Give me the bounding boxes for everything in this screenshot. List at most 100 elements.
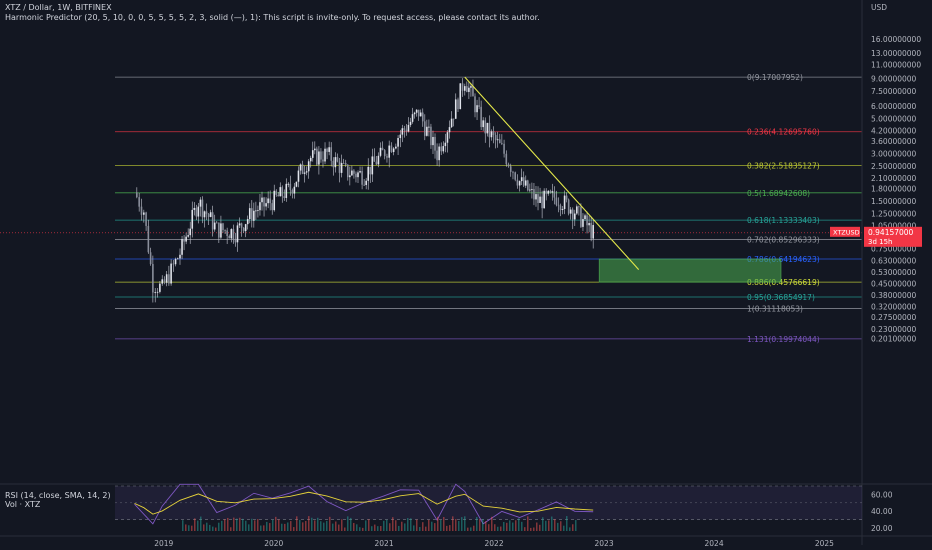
- volume-bar: [524, 527, 526, 531]
- volume-bar: [479, 519, 481, 531]
- volume-bar: [497, 526, 499, 531]
- candle-body: [365, 180, 367, 185]
- price-tick-label: 1.25000000: [871, 209, 917, 218]
- candle-body: [498, 139, 501, 144]
- candle-body: [543, 190, 545, 209]
- volume-bar: [335, 521, 337, 531]
- candle-body: [561, 208, 564, 210]
- volume-bar: [314, 520, 316, 531]
- candle-body: [438, 146, 440, 161]
- candle-body: [242, 227, 245, 232]
- volume-bar: [542, 517, 544, 531]
- candle-body: [207, 214, 210, 217]
- volume-bar: [254, 520, 256, 531]
- rsi-legend[interactable]: RSI (14, close, SMA, 14, 2): [5, 491, 111, 500]
- volume-bar: [539, 524, 541, 531]
- candle-body: [363, 184, 365, 186]
- volume-legend[interactable]: Vol · XTZ: [5, 500, 41, 509]
- candle-body: [340, 162, 343, 173]
- fib-level-label: 0.702(0.85296333): [747, 236, 820, 245]
- volume-bar: [359, 527, 361, 531]
- symbol-tag-text: XTZUSD: [833, 228, 860, 236]
- candle-body: [547, 190, 550, 194]
- candle-body: [253, 210, 255, 221]
- candle-body: [261, 197, 263, 203]
- volume-bar: [485, 521, 487, 531]
- volume-bar: [245, 520, 247, 531]
- candle-body: [440, 146, 443, 152]
- candle-body: [283, 196, 286, 198]
- candle-body: [320, 151, 322, 160]
- volume-bar: [536, 522, 538, 531]
- candle-body: [170, 263, 172, 284]
- candle-body: [230, 229, 233, 239]
- fib-level-label: 0.95(0.36854917): [747, 293, 815, 302]
- volume-bar: [437, 516, 439, 531]
- candle-body: [334, 157, 337, 168]
- candle-body: [524, 180, 527, 186]
- candle-body: [361, 171, 363, 185]
- fib-level-label: 0.236(4.12695760): [747, 128, 820, 137]
- candle-body: [311, 150, 314, 158]
- candle-body: [297, 170, 300, 182]
- fib-level-label: 0(9.17007952): [747, 73, 803, 82]
- candle-body: [181, 239, 183, 255]
- candle-body: [277, 194, 280, 197]
- fib-level-label: 1.131(0.19974044): [747, 335, 820, 344]
- candle-body: [163, 279, 166, 283]
- volume-bar: [266, 521, 268, 531]
- price-tick-label: 0.53000000: [871, 268, 917, 277]
- candle-body: [480, 106, 482, 128]
- candle-body: [571, 209, 574, 220]
- price-tick-label: 13.00000000: [871, 49, 921, 58]
- volume-bar: [272, 519, 274, 531]
- candle-body: [468, 87, 470, 92]
- fib-level-label: 0.886(0.45766619): [747, 278, 820, 287]
- volume-bar: [473, 525, 475, 531]
- candle-body: [512, 171, 514, 173]
- candle-body: [244, 224, 247, 232]
- candle-body: [209, 212, 212, 217]
- candle-body: [226, 230, 228, 237]
- candle-body: [377, 155, 380, 165]
- candle-body: [434, 136, 436, 151]
- time-tick-label: 2021: [375, 539, 394, 548]
- candle-body: [228, 236, 231, 239]
- candle-body: [218, 222, 220, 238]
- candle-body: [145, 212, 147, 226]
- candle-body: [428, 126, 430, 128]
- candle-body: [580, 207, 582, 227]
- candle-body: [318, 151, 320, 165]
- candle-body: [461, 83, 464, 91]
- candle-body: [248, 208, 251, 220]
- candle-body: [330, 147, 333, 161]
- candle-body: [314, 148, 316, 151]
- last-price-countdown: 3d 15h: [868, 238, 892, 246]
- candle-body: [285, 183, 288, 198]
- price-tick-label: 0.45000000: [871, 279, 917, 288]
- rsi-band: [115, 486, 862, 520]
- price-tick-label: 1.50000000: [871, 197, 917, 206]
- candle-body: [516, 179, 519, 186]
- price-tick-label: 1.05000000: [871, 221, 917, 230]
- symbol-title[interactable]: XTZ / Dollar, 1W, BITFINEX: [5, 3, 112, 12]
- candle-body: [399, 134, 402, 139]
- candle-body: [159, 283, 161, 292]
- volume-bar: [452, 516, 454, 531]
- volume-bar: [449, 525, 451, 531]
- candle-body: [514, 172, 516, 180]
- indicator-legend[interactable]: Harmonic Predictor (20, 5, 10, 0, 0, 5, …: [5, 13, 540, 22]
- candle-body: [287, 183, 290, 185]
- volume-bar: [212, 526, 214, 531]
- volume-bar: [572, 524, 574, 531]
- candle-body: [466, 86, 468, 92]
- candle-body: [549, 190, 552, 193]
- volume-bar: [491, 516, 493, 531]
- candle-body: [446, 132, 449, 143]
- volume-bar: [194, 518, 196, 531]
- volume-bar: [521, 521, 523, 531]
- candle-body: [355, 173, 357, 178]
- volume-bar: [275, 516, 277, 531]
- candle-body: [326, 148, 328, 152]
